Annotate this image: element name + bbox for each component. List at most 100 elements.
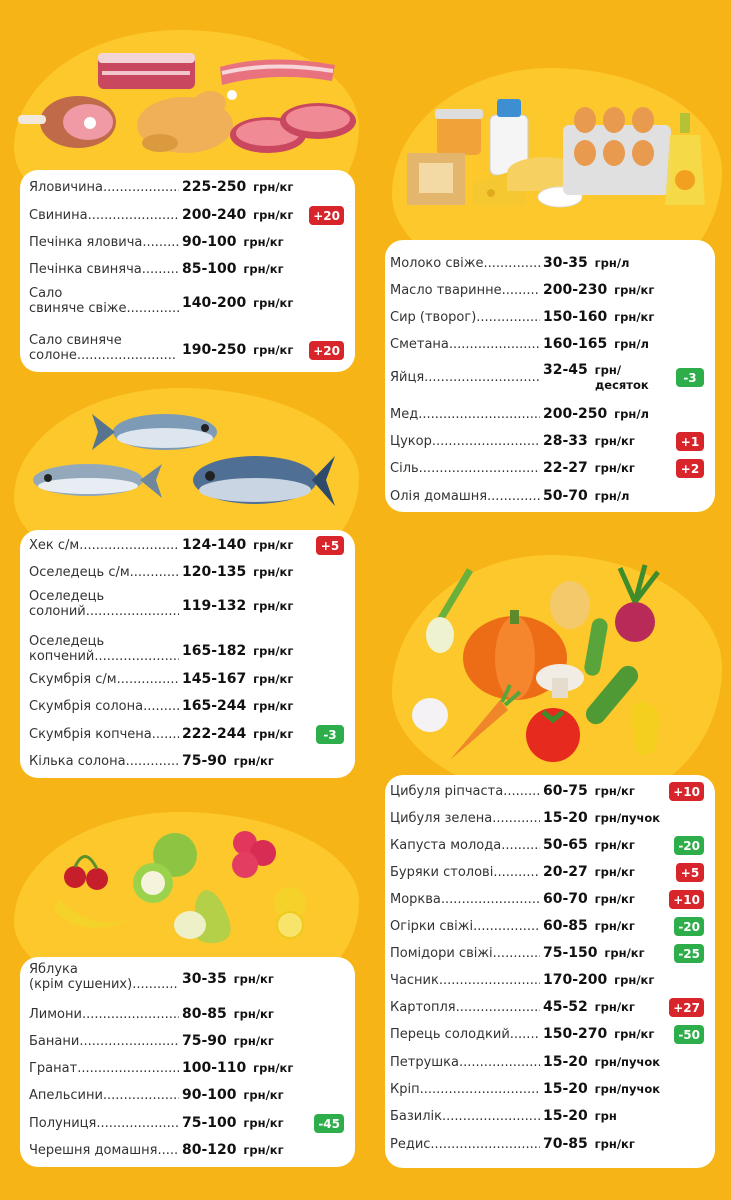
price-range: 15-20 грн/пучок (543, 810, 661, 826)
price-row: Полуниця..........................75-100… (29, 1114, 344, 1134)
product-name: Помідори свіжі.................... (390, 946, 540, 961)
price-row: Яловичина.........................225-25… (29, 178, 344, 198)
price-range: 160-165 грн/л (543, 336, 649, 352)
price-unit: грн/кг (614, 310, 655, 324)
price-range: 120-135 грн/кг (182, 564, 294, 580)
product-name: Базилік........................... (390, 1109, 540, 1124)
product-name: Скумбрія с/м...................... (29, 672, 179, 687)
price-row: Базилік...........................15-20 … (390, 1107, 704, 1127)
price-range: 90-100 грн/кг (182, 1087, 284, 1103)
product-name: Мед............................... (390, 407, 540, 422)
price-range: 200-240 грн/кг (182, 207, 294, 223)
price-range: 75-90 грн/кг (182, 753, 274, 769)
product-name: Часник............................ (390, 973, 540, 988)
price-row: Буряки столові....................20-27 … (390, 863, 704, 883)
price-unit: грн/пучок (594, 811, 661, 825)
price-row: Яблука(крім сушених)................30-3… (29, 962, 344, 992)
product-name: Редис............................. (390, 1137, 540, 1152)
price-unit: грн/кг (594, 1137, 635, 1151)
price-unit: грн/кг (614, 283, 655, 297)
price-range: 60-75 грн/кг (543, 783, 635, 799)
price-row: Апельсини.........................90-100… (29, 1086, 344, 1106)
price-increase-badge: +20 (309, 341, 344, 360)
price-range: 50-70 грн/л (543, 488, 630, 504)
price-row: Картопля..........................45-52 … (390, 998, 704, 1018)
product-name: Сметана........................... (390, 337, 540, 352)
price-row: Масло тваринне....................200-23… (390, 281, 704, 301)
meat-illustration (18, 53, 356, 153)
price-increase-badge: +2 (676, 459, 704, 478)
price-range: 200-250 грн/л (543, 406, 649, 422)
product-name: Яловичина......................... (29, 180, 179, 195)
price-range: 30-35 грн/л (543, 255, 630, 271)
price-unit: грн/кг (253, 599, 294, 613)
price-row: Печінка яловича...................90-100… (29, 233, 344, 253)
fish-card: Хек с/м...........................124-14… (20, 530, 355, 778)
price-range: 90-100 грн/кг (182, 234, 284, 250)
price-row: Сметана...........................160-16… (390, 335, 704, 355)
price-row: Банани............................75-90 … (29, 1032, 344, 1052)
price-unit: грн/кг (253, 1061, 294, 1075)
product-name: Скумбрія копчена.................. (29, 727, 179, 742)
price-unit: грн/кг (253, 180, 294, 194)
price-unit: грн/кг (594, 919, 635, 933)
product-name: Молоко свіже...................... (390, 256, 540, 271)
price-row: Скумбрія с/м......................145-16… (29, 670, 344, 690)
price-row: Капуста молода....................50-65 … (390, 836, 704, 856)
price-unit: грн/кг (253, 672, 294, 686)
product-name-line2: солоне........................ (29, 348, 177, 363)
product-name: Кілька солона..................... (29, 754, 179, 769)
price-unit: грн/кг (594, 1000, 635, 1014)
price-unit: грн/кг (243, 262, 284, 276)
price-unit: грн/пучок (594, 1082, 661, 1096)
price-row: Кілька солона.....................75-90 … (29, 752, 344, 772)
product-name: Апельсини......................... (29, 1088, 179, 1103)
price-range: 15-20 грн/пучок (543, 1054, 661, 1070)
product-name-line1: Сало свиняче (29, 333, 122, 348)
price-unit: грн/кг (243, 1116, 284, 1130)
price-row: Цибуля зелена.....................15-20 … (390, 809, 704, 829)
price-unit: грн/л (594, 256, 630, 270)
product-name-line2: (крім сушених)................ (29, 977, 179, 992)
product-name-line1: Оселедець (29, 589, 105, 604)
price-range: 60-70 грн/кг (543, 891, 635, 907)
price-row: Морква............................60-70 … (390, 890, 704, 910)
price-unit: грн/кг (233, 1034, 274, 1048)
product-name: Свинина........................... (29, 208, 179, 223)
price-unit: грн/ (594, 363, 622, 377)
price-unit: грн/кг (243, 1088, 284, 1102)
product-name: Полуниця.......................... (29, 1116, 179, 1131)
product-name-line2: свиняче свіже................. (29, 301, 179, 316)
price-row: Сир (творог)......................150-16… (390, 308, 704, 328)
price-range: 145-167 грн/кг (182, 671, 294, 687)
price-unit: грн/кг (253, 343, 294, 357)
price-row: Скумбрія солона...................165-24… (29, 697, 344, 717)
product-name-line2: копчений...................... (29, 649, 179, 664)
price-row: Молоко свіже......................30-35 … (390, 254, 704, 274)
price-range: 140-200 грн/кг (182, 295, 294, 311)
price-range: 32-45 грн/десяток (543, 362, 649, 392)
price-row: Сіль.............................. 22-27 … (390, 459, 704, 479)
fruit-card: Яблука(крім сушених)................30-3… (20, 957, 355, 1167)
price-row: Перець солодкий...................150-27… (390, 1025, 704, 1045)
product-name: Черешня домашня................... (29, 1143, 179, 1158)
price-row: Редис............................. 70-85 … (390, 1135, 704, 1155)
price-unit: грн/кг (243, 235, 284, 249)
price-increase-badge: +5 (676, 863, 704, 882)
price-decrease-badge: -3 (316, 725, 344, 744)
vegetable-illustration (412, 564, 660, 762)
price-unit: грн/кг (253, 208, 294, 222)
price-increase-badge: +1 (676, 432, 704, 451)
price-unit: грн/кг (233, 754, 274, 768)
price-range: 100-110 грн/кг (182, 1060, 294, 1076)
price-range: 20-27 грн/кг (543, 864, 635, 880)
price-unit: грн/кг (594, 461, 635, 475)
vegetables-card: Цибуля ріпчаста...................60-75 … (385, 775, 715, 1168)
price-row: Огірки свіжі......................60-85 … (390, 917, 704, 937)
price-range: 80-85 грн/кг (182, 1006, 274, 1022)
price-increase-badge: +10 (669, 890, 704, 909)
price-decrease-badge: -3 (676, 368, 704, 387)
price-range: 75-90 грн/кг (182, 1033, 274, 1049)
price-unit: грн/кг (614, 973, 655, 987)
